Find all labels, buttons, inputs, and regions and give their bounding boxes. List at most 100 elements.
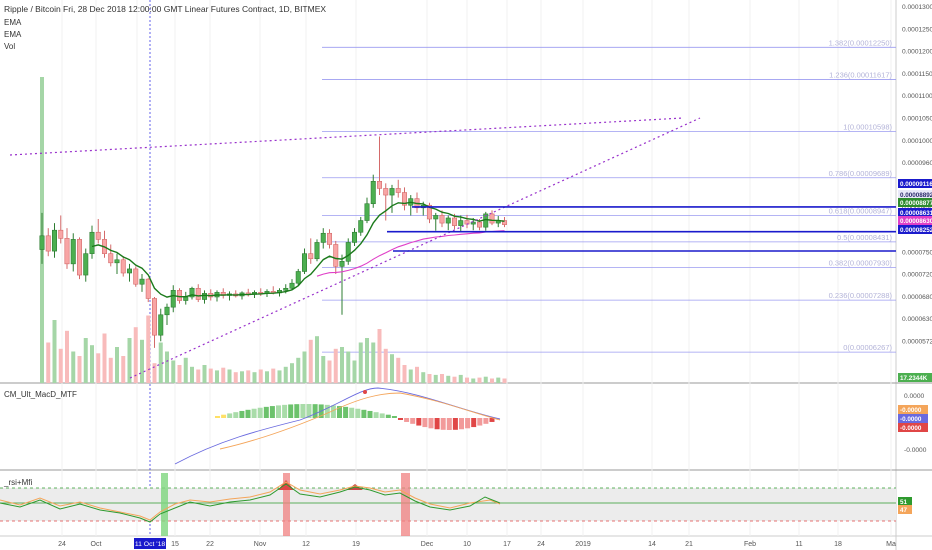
candle-body-45	[320, 232, 326, 243]
candle-body-1	[45, 235, 51, 252]
volume-bar-47	[333, 348, 338, 383]
macd-hist-0	[215, 416, 220, 418]
macd-hist-36	[434, 418, 440, 430]
macd-hist-19	[330, 405, 336, 418]
volume-bar-42	[302, 351, 307, 383]
candle-body-64	[439, 215, 445, 224]
ema-fast-line	[91, 201, 505, 298]
time-axis[interactable]: 24Oct81522Nov1219Dec10172420191421Feb111…	[58, 538, 896, 549]
time-label-10: 17	[503, 541, 511, 548]
volume-bar-35	[258, 369, 263, 383]
volume-bar-44	[315, 336, 319, 383]
volume-bar-38	[277, 370, 282, 383]
macd-hist-12	[288, 404, 294, 418]
volume-bar-52	[365, 338, 369, 383]
macd-line	[174, 387, 501, 465]
trendline-layer	[9, 117, 701, 379]
macd-signal-line	[219, 392, 501, 450]
macd-hist-14	[300, 404, 306, 418]
macd-tick-1: -0.0000	[904, 447, 927, 454]
candle-body-54	[376, 181, 382, 189]
candle-body-0	[39, 235, 45, 250]
trendline-upper	[9, 117, 684, 156]
candle-body-46	[326, 232, 332, 245]
candle-body-41	[295, 271, 301, 284]
volume-bar-57	[396, 357, 401, 383]
volume-bar-72	[490, 378, 494, 383]
macd-hist-39	[452, 418, 458, 430]
volume-bar-39	[283, 366, 288, 383]
macd-hist-16	[312, 404, 318, 418]
volume-bar-12	[115, 347, 119, 383]
legend-ema-2[interactable]: EMA	[4, 30, 22, 39]
time-label-11: 24	[537, 541, 545, 548]
volume-bar-4	[65, 330, 69, 383]
macd-hist-42	[471, 418, 477, 428]
macd-hist-3	[233, 412, 239, 418]
rsi-highlight-0	[161, 473, 168, 536]
time-label-13: 14	[648, 541, 656, 548]
volume-bar-60	[415, 366, 419, 383]
macd-title[interactable]: CM_Ult_MacD_MTF	[4, 390, 77, 399]
macd-hist-40	[459, 418, 464, 430]
volume-bar-25	[196, 369, 201, 383]
volume-bar-62	[427, 374, 432, 383]
macd-layer: 0.0000 -0.0000 -0.0000 -0.0000 -0.0000	[174, 387, 928, 465]
legend-vol[interactable]: Vol	[4, 42, 15, 51]
price-badge-5: 0.00008252	[900, 227, 932, 234]
candle-body-55	[383, 188, 389, 196]
candle-body-22	[177, 290, 183, 301]
volume-bar-64	[440, 374, 444, 383]
macd-badge-bg-2	[898, 423, 928, 432]
candle-body-68	[464, 220, 470, 225]
volume-bar-7	[83, 338, 88, 383]
rsi-peak-marker-0	[278, 480, 294, 490]
ema-layer	[91, 201, 505, 298]
candle-body-43	[308, 253, 314, 260]
candle-body-9	[95, 231, 101, 240]
time-label-16: 11	[795, 541, 802, 548]
candle-body-26	[202, 293, 208, 300]
volume-bar-16	[140, 339, 144, 383]
rsi-line	[0, 481, 501, 521]
grid-layer	[61, 0, 892, 536]
macd-hist-33	[416, 418, 422, 426]
macd-hist-22	[349, 407, 355, 418]
time-label-7: 19	[352, 541, 360, 548]
volume-bar-40	[290, 363, 294, 383]
macd-hist-29	[391, 416, 397, 418]
rsi-badge-0: 51	[900, 499, 908, 506]
rsi-badge-1: 47	[900, 507, 908, 514]
time-label-14: 21	[685, 541, 693, 548]
candle-body-57	[395, 188, 401, 193]
candle-body-11	[108, 253, 114, 264]
candle-body-7	[83, 253, 89, 276]
macd-hist-11	[282, 404, 288, 418]
ema-slow-line	[316, 230, 505, 277]
volume-bar-6	[77, 356, 82, 383]
legend-ema-1[interactable]: EMA	[4, 18, 22, 27]
candle-body-52	[364, 203, 370, 221]
macd-tick-0: 0.0000	[904, 393, 925, 400]
macd-hist-38	[446, 418, 452, 430]
price-badge-2: 0.00008877	[900, 200, 932, 207]
volume-bar-49	[346, 351, 351, 383]
volume-bar-58	[402, 365, 407, 383]
volume-bar-19	[158, 342, 163, 383]
macd-badge-bg-0	[898, 405, 928, 414]
macd-hist-45	[489, 418, 495, 422]
volume-bar-26	[202, 365, 207, 383]
fib-label-0: 1.382(0.00012250)	[829, 38, 893, 47]
volume-bar-73	[496, 377, 501, 383]
rsi-title[interactable]: _rsi+Mfi	[3, 478, 32, 487]
macd-cross-dot	[363, 390, 367, 394]
fib-label-4: 0.618(0.00008947)	[829, 207, 893, 216]
volume-bar-11	[108, 357, 113, 383]
macd-hist-44	[483, 418, 489, 424]
volume-bar-51	[358, 342, 363, 383]
